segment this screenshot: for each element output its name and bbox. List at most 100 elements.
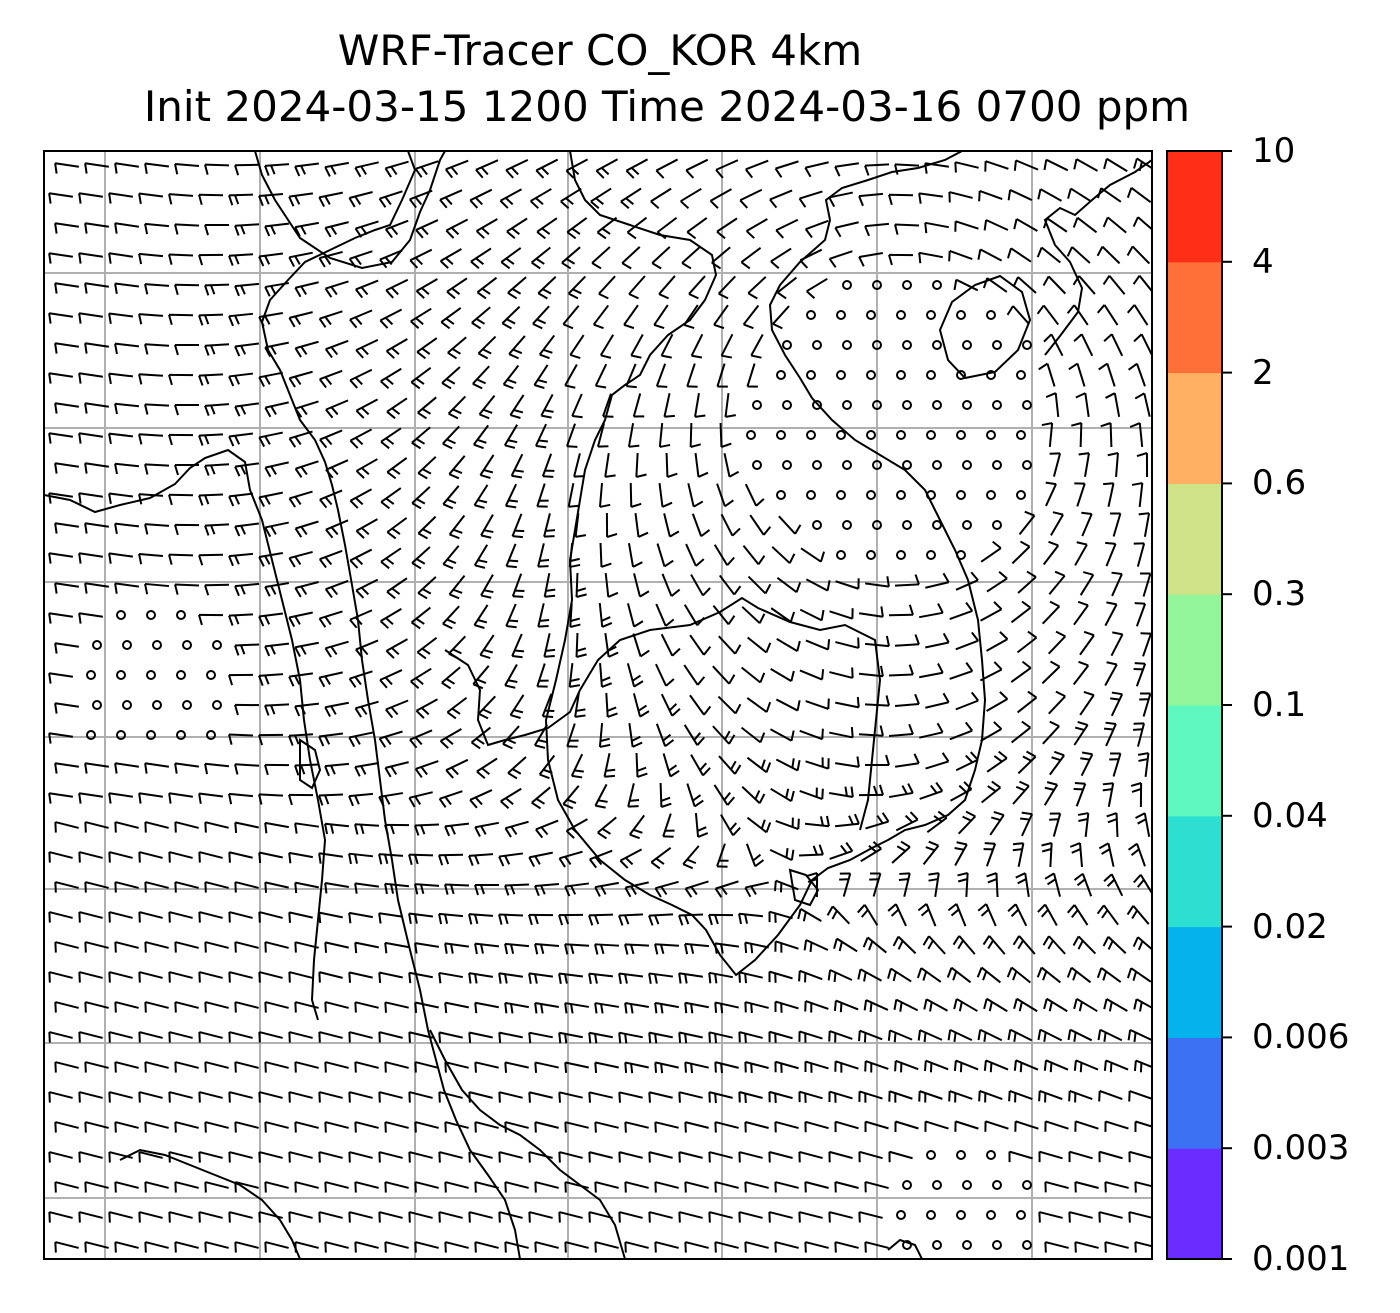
wind-barb <box>204 821 229 833</box>
wind-barb <box>349 488 373 509</box>
wind-barb <box>447 336 467 360</box>
wind-barb <box>444 1121 469 1133</box>
wind-barb <box>863 999 889 1013</box>
wind-barb <box>535 158 559 179</box>
wind-barb <box>228 492 254 507</box>
wind-barb <box>258 1151 283 1163</box>
wind-barb <box>957 872 969 898</box>
wind-barb <box>168 313 194 326</box>
wind-barb <box>1104 601 1118 627</box>
wind-barb <box>684 1061 709 1074</box>
wind-barb <box>480 514 494 539</box>
wind-barb <box>1008 1150 1033 1163</box>
wind-barb <box>470 247 492 270</box>
wind-barb <box>768 1030 793 1043</box>
wind-barb <box>894 163 920 175</box>
wind-barb <box>834 1241 859 1253</box>
wind-barb <box>78 492 104 504</box>
wind-barb <box>768 910 793 923</box>
wind-barb <box>955 691 979 711</box>
wind-barb <box>445 159 469 179</box>
wind-barb <box>804 1060 829 1073</box>
wind-barb <box>1013 218 1038 232</box>
calm-marker <box>902 1240 912 1250</box>
wind-barb <box>386 457 408 480</box>
map-frame <box>43 150 1153 1260</box>
wind-barb <box>138 433 164 445</box>
wind-barb <box>324 640 349 658</box>
wind-barb <box>955 631 980 651</box>
wind-barb <box>947 1028 973 1042</box>
wind-barb <box>294 822 320 834</box>
wind-barb <box>234 223 260 236</box>
wind-barb <box>54 402 80 414</box>
calm-marker <box>896 490 906 500</box>
wind-barb <box>1134 602 1147 627</box>
wind-barb <box>438 790 463 808</box>
wind-barb <box>684 1121 709 1133</box>
wind-barb <box>174 223 200 235</box>
wind-barb <box>774 940 799 953</box>
wind-barb <box>1017 750 1037 775</box>
wind-barb <box>564 1181 589 1193</box>
wind-barb <box>864 222 890 237</box>
wind-barb <box>408 971 433 984</box>
wind-barb <box>1068 362 1086 387</box>
colorbar-segment <box>1167 705 1222 817</box>
wind-barb <box>770 607 796 623</box>
wind-barb <box>204 762 230 775</box>
wind-barb <box>138 1211 163 1223</box>
wind-barb <box>144 762 170 774</box>
wind-barb <box>950 781 973 802</box>
wind-barb <box>204 1121 229 1133</box>
wind-barb <box>349 309 373 329</box>
wind-barb <box>528 851 553 868</box>
wind-barb <box>258 193 284 207</box>
wind-barb <box>108 372 134 385</box>
wind-barb <box>887 903 907 927</box>
calm-marker <box>866 490 876 500</box>
wind-barb <box>1103 873 1124 897</box>
wind-barb <box>349 609 373 629</box>
wind-barb <box>857 968 883 982</box>
wind-barb <box>860 841 882 863</box>
wind-barb <box>84 522 110 534</box>
wind-barb <box>919 663 944 679</box>
wind-barb <box>535 819 559 839</box>
wind-barb <box>829 842 854 860</box>
colorbar-tick-label: 0.6 <box>1252 463 1307 504</box>
wind-barb <box>354 762 380 777</box>
wind-barb <box>264 341 289 358</box>
wind-barb <box>660 633 681 657</box>
wind-barb <box>1037 188 1062 202</box>
wind-barb <box>386 397 408 420</box>
wind-barb <box>570 753 584 779</box>
wind-barb <box>114 1241 139 1253</box>
wind-barb <box>917 1029 943 1043</box>
calm-marker <box>932 340 942 350</box>
wind-barb <box>204 1241 229 1253</box>
wind-barb <box>384 1061 409 1073</box>
wind-barb <box>438 912 464 925</box>
wind-barb <box>138 1091 163 1103</box>
wind-barb <box>713 784 736 806</box>
wind-barb <box>384 1241 409 1253</box>
wind-barb <box>654 1061 679 1074</box>
wind-barb <box>799 728 824 741</box>
wind-barb <box>258 431 283 448</box>
wind-barb <box>1128 1211 1152 1223</box>
wind-barb <box>1038 362 1056 387</box>
wind-barb <box>828 786 854 798</box>
wind-barb <box>234 582 260 597</box>
wind-barb <box>264 282 290 297</box>
wind-barb <box>78 552 104 564</box>
wind-barb <box>828 1030 853 1043</box>
wind-barb <box>1128 1090 1152 1102</box>
calm-marker <box>866 370 876 380</box>
wind-barb <box>980 540 1002 563</box>
wind-barb <box>468 972 494 984</box>
wind-barb <box>1103 1059 1129 1073</box>
wind-barb <box>889 783 914 799</box>
wind-barb <box>1133 157 1152 172</box>
wind-barb <box>1111 571 1123 597</box>
